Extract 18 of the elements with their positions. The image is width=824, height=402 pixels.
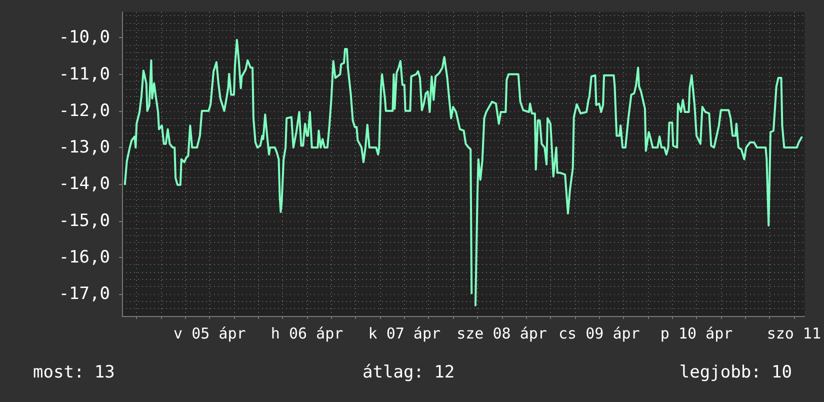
x-tick-label: sze 08 ápr <box>456 324 547 342</box>
text: legjobb: 10 <box>679 362 792 382</box>
y-tick-label: -17,0 <box>58 284 110 304</box>
text: átlag: 12 <box>362 362 455 382</box>
x-tick-label: h 06 ápr <box>270 324 344 342</box>
x-tick-label: cs 09 ápr <box>558 324 640 342</box>
y-tick-label: -13,0 <box>58 138 110 158</box>
y-tick-label: -15,0 <box>58 210 110 231</box>
x-tick-label: k 07 ápr <box>368 324 441 342</box>
x-tick-label: szo 11 <box>766 324 821 342</box>
y-tick-label: -11,0 <box>58 64 110 84</box>
y-tick-label: -10,0 <box>58 28 110 48</box>
text: most: 13 <box>33 362 115 382</box>
y-tick-label: -12,0 <box>58 100 110 121</box>
x-tick-label: v 05 ápr <box>174 324 246 342</box>
y-tick-label: -14,0 <box>58 174 110 194</box>
x-tick-label: p 10 ápr <box>660 324 733 342</box>
y-tick-label: -16,0 <box>58 247 110 268</box>
